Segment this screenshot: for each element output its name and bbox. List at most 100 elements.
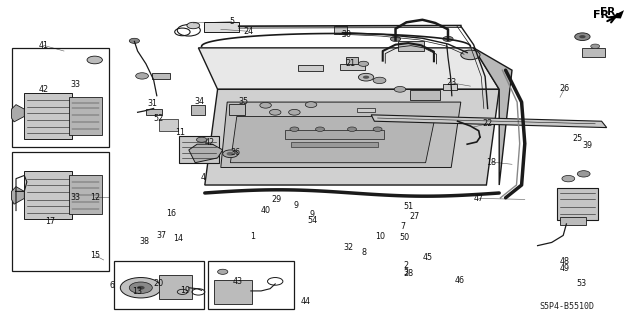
Polygon shape	[474, 48, 512, 185]
Text: 41: 41	[38, 41, 49, 50]
Text: 48: 48	[559, 257, 570, 266]
Circle shape	[290, 127, 299, 131]
Bar	[285, 130, 384, 139]
Circle shape	[358, 61, 369, 66]
Text: 38: 38	[139, 237, 149, 246]
Circle shape	[577, 171, 590, 177]
Circle shape	[348, 127, 356, 131]
Text: 21: 21	[346, 59, 356, 68]
Bar	[114, 261, 204, 309]
Bar	[334, 26, 347, 34]
Text: 34: 34	[195, 97, 205, 106]
Text: 16: 16	[166, 209, 177, 218]
Text: 22: 22	[483, 119, 493, 128]
Text: 43: 43	[233, 277, 243, 286]
Bar	[443, 84, 457, 90]
Text: 31: 31	[147, 99, 157, 108]
Circle shape	[137, 286, 145, 290]
Bar	[204, 22, 239, 32]
Polygon shape	[230, 116, 435, 163]
Circle shape	[136, 73, 148, 79]
Bar	[69, 175, 102, 214]
Bar	[410, 90, 440, 100]
Circle shape	[289, 109, 300, 115]
Text: 28: 28	[403, 269, 413, 278]
Circle shape	[316, 127, 324, 131]
Text: 53: 53	[576, 279, 586, 288]
Text: 37: 37	[156, 231, 166, 240]
Circle shape	[373, 77, 386, 84]
Bar	[191, 105, 205, 115]
Bar	[398, 41, 424, 51]
Polygon shape	[189, 144, 223, 163]
Text: 46: 46	[454, 276, 465, 285]
Text: 20: 20	[154, 279, 164, 288]
Polygon shape	[12, 105, 24, 122]
Bar	[560, 217, 586, 225]
Text: 54: 54	[307, 216, 317, 225]
Bar	[24, 171, 72, 219]
Text: 13: 13	[132, 287, 143, 296]
Text: 9: 9	[310, 210, 315, 219]
Text: 33: 33	[70, 193, 81, 202]
Text: 6: 6	[109, 281, 115, 290]
Circle shape	[223, 150, 238, 158]
Text: 42: 42	[38, 85, 49, 94]
Text: 7: 7	[401, 222, 406, 231]
Circle shape	[390, 36, 401, 41]
Circle shape	[394, 86, 406, 92]
Text: 49: 49	[559, 264, 570, 273]
Circle shape	[562, 175, 575, 182]
Polygon shape	[371, 115, 607, 128]
Polygon shape	[221, 102, 461, 167]
Text: 10: 10	[375, 232, 385, 241]
Bar	[214, 280, 252, 304]
Bar	[146, 109, 162, 115]
Circle shape	[358, 73, 374, 81]
Bar	[291, 142, 378, 147]
Text: 50: 50	[399, 233, 410, 242]
Circle shape	[227, 152, 234, 156]
Circle shape	[129, 282, 152, 293]
Text: 36: 36	[230, 148, 241, 157]
Bar	[208, 261, 294, 309]
Circle shape	[305, 102, 317, 108]
Circle shape	[461, 50, 480, 60]
Bar	[69, 97, 102, 135]
Text: 44: 44	[301, 297, 311, 306]
Circle shape	[575, 33, 590, 41]
Text: 26: 26	[559, 84, 570, 93]
Text: 14: 14	[173, 234, 183, 243]
Circle shape	[120, 278, 161, 298]
Text: 19: 19	[180, 286, 191, 295]
Text: 4: 4	[201, 173, 206, 182]
Text: 2: 2	[404, 261, 409, 270]
Circle shape	[218, 269, 228, 274]
Bar	[159, 275, 192, 299]
Text: 40: 40	[260, 206, 271, 215]
Text: 11: 11	[175, 128, 186, 137]
Circle shape	[373, 127, 382, 131]
Circle shape	[129, 38, 140, 43]
Text: 8: 8	[361, 248, 366, 257]
Text: S5P4-B5510D: S5P4-B5510D	[539, 302, 594, 311]
Bar	[152, 73, 170, 79]
Text: 9: 9	[293, 201, 298, 210]
Text: 12: 12	[90, 193, 100, 202]
Circle shape	[591, 44, 600, 48]
Bar	[557, 188, 598, 220]
Text: FR.: FR.	[593, 10, 613, 20]
Text: 39: 39	[582, 141, 593, 150]
Text: 30: 30	[342, 30, 352, 39]
Bar	[229, 104, 245, 115]
Text: 42: 42	[205, 138, 215, 147]
Bar	[12, 152, 109, 271]
Circle shape	[579, 35, 586, 38]
Text: 29: 29	[271, 195, 282, 204]
Text: 32: 32	[344, 243, 354, 252]
Bar	[179, 136, 219, 163]
Text: 15: 15	[90, 251, 100, 260]
Polygon shape	[12, 187, 24, 204]
Bar	[340, 64, 365, 70]
Bar	[24, 93, 72, 139]
